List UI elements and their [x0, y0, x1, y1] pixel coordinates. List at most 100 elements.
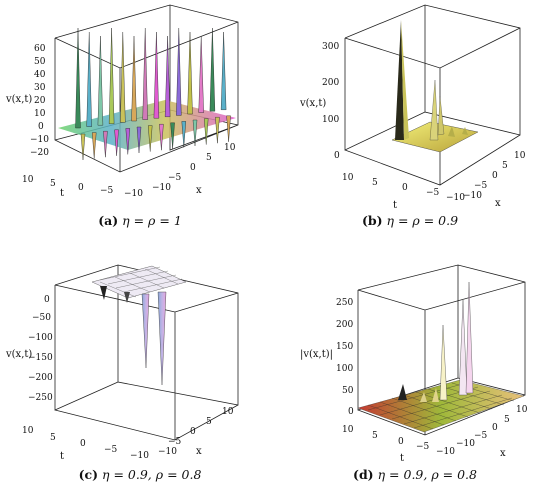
surface-spike-down	[159, 123, 164, 151]
panel-a-surface	[58, 27, 236, 161]
panel-c-xtick: 0	[190, 427, 196, 437]
panel-d-ztick: 100	[336, 364, 353, 374]
panel-a-ztick: −20	[30, 148, 49, 158]
panel-a-ztick: 0	[38, 122, 44, 132]
panel-c-box	[54, 264, 239, 441]
panel-d-ztick: 0	[348, 407, 354, 417]
panel-a-ztick: 40	[34, 70, 46, 80]
panel-b: v(x,t) t x 300 200 100 0 10 5 0 −5 −10 −…	[299, 4, 526, 211]
panel-d-ttick: 5	[372, 431, 378, 441]
panel-b-xlabel: x	[495, 198, 501, 209]
panel-c-ttick: 10	[22, 426, 34, 436]
panel-d-ttick: 0	[398, 437, 404, 447]
panel-b-xticks: −10 −5 0 5 10	[463, 151, 526, 201]
caption-b-label: (b)	[361, 213, 383, 228]
panel-a-tticks: 10 5 0 −5 −10	[22, 175, 143, 199]
panel-b-ttick: 0	[402, 183, 408, 193]
panel-b-ttick: −10	[446, 193, 465, 203]
panel-c-ztick: −100	[28, 333, 53, 343]
panel-b-ztick: 100	[322, 115, 339, 125]
panel-d-zticks: 250 200 150 100 50 0	[336, 298, 354, 417]
panel-c-ztick: −200	[28, 373, 53, 383]
panel-a-ttick: 0	[78, 183, 84, 193]
panel-c-ttick: −10	[130, 451, 149, 461]
panel-d-ztick: 200	[336, 320, 353, 330]
surface-spike-down	[136, 126, 142, 154]
panel-c: v(x,t) t x 0 −50 −100 −150 −200 −250 10 …	[5, 264, 239, 462]
panel-a-xlabel: x	[196, 185, 202, 196]
panel-a: v(x,t) t x 60 50 40 30 20 10 0 −10 −20 1…	[5, 4, 239, 199]
surface-spike-down	[203, 118, 209, 145]
caption-d: (d) η = 0.9, ρ = 0.8	[353, 467, 477, 482]
surface-spike-down	[114, 129, 119, 156]
surface-spike-up	[131, 35, 137, 122]
panel-d-ttick: −5	[416, 442, 430, 452]
panel-c-tlabel: t	[60, 451, 64, 462]
panel-b-xtick: −5	[474, 181, 488, 191]
surface-spike-down	[192, 119, 198, 147]
panel-a-zlabel: v(x,t)	[5, 94, 32, 105]
panel-c-ttick: 0	[80, 439, 86, 449]
surface-spike-up	[220, 31, 227, 111]
panel-c-xtick: −10	[158, 447, 177, 457]
caption-a-label: (a)	[98, 213, 119, 228]
panel-a-xtick: 5	[206, 153, 212, 163]
surface-spike-up	[97, 35, 104, 126]
panel-c-surface	[91, 265, 187, 386]
panel-a-ttick: 10	[22, 175, 34, 185]
surface-spike-down	[103, 130, 108, 158]
surface-spike-down	[80, 133, 86, 161]
panel-d-tlabel: t	[400, 453, 404, 464]
panel-b-ztick: 0	[334, 151, 340, 161]
surface-spike-up	[75, 27, 81, 129]
surface-spike-down	[125, 128, 131, 155]
panel-a-ttick: −5	[100, 186, 114, 196]
panel-b-xtick: −10	[463, 191, 482, 201]
panel-d-box	[357, 264, 526, 436]
panel-d: |v(x,t)| t x 250 200 150 100 50 0 10 5 0…	[300, 264, 528, 464]
panel-d-xtick: 10	[516, 405, 528, 415]
panel-a-ztick: 10	[34, 109, 46, 119]
panel-c-ztick: −50	[32, 313, 51, 323]
caption-a: (a) η = ρ = 1	[98, 213, 182, 228]
panel-d-xticks: −10 −5 0 5 10	[456, 405, 528, 449]
panel-d-tticks: 10 5 0 −5 −10	[342, 425, 455, 457]
panel-b-box	[344, 4, 521, 186]
surface-spike-up	[108, 27, 115, 125]
panel-d-ttick: −10	[436, 447, 455, 457]
panel-c-xticks: −10 −5 0 5 10	[158, 407, 234, 457]
panel-a-xticks: −10 −5 0 5 10	[152, 143, 236, 193]
panel-b-ttick: 10	[342, 173, 354, 183]
surface-spike-down	[170, 122, 175, 149]
panel-d-xlabel: x	[500, 448, 506, 459]
panel-b-ttick: −5	[426, 188, 440, 198]
panel-a-xtick: −5	[168, 173, 182, 183]
surface-spike-up	[187, 31, 193, 115]
caption-d-text: η = 0.9, ρ = 0.8	[377, 467, 477, 482]
surface-spike-down	[91, 132, 97, 159]
surface-spike-down	[215, 116, 220, 144]
panel-a-xtick: −10	[152, 183, 171, 193]
panel-c-xtick: 5	[206, 417, 212, 427]
panel-a-xtick: 10	[224, 143, 236, 153]
caption-c-label: (c)	[78, 467, 99, 482]
panel-b-xtick: 10	[514, 151, 526, 161]
panel-c-zlabel: v(x,t)	[5, 349, 32, 360]
panel-a-zticks: 60 50 40 30 20 10 0 −10 −20	[30, 44, 49, 158]
caption-b-text: η = ρ = 0.9	[386, 213, 459, 228]
panel-a-ztick: 60	[34, 44, 46, 54]
panel-b-tticks: 10 5 0 −5 −10	[342, 173, 465, 203]
surface-spike-up	[120, 31, 126, 123]
surface-spike-up	[176, 27, 182, 116]
panel-c-ttick: −5	[104, 445, 118, 455]
panel-a-ttick: 5	[50, 179, 56, 189]
panel-a-ttick: −10	[124, 189, 143, 199]
panel-d-ztick: 250	[336, 298, 353, 308]
panel-b-zticks: 300 200 100 0	[322, 42, 340, 161]
caption-a-text: η = ρ = 1	[122, 213, 182, 228]
panel-a-ztick: 20	[34, 96, 46, 106]
surface-spike-up	[164, 35, 171, 118]
surface-spike-up	[198, 35, 204, 113]
surface-spike-down	[147, 125, 153, 152]
panel-a-xtick: 0	[190, 163, 196, 173]
